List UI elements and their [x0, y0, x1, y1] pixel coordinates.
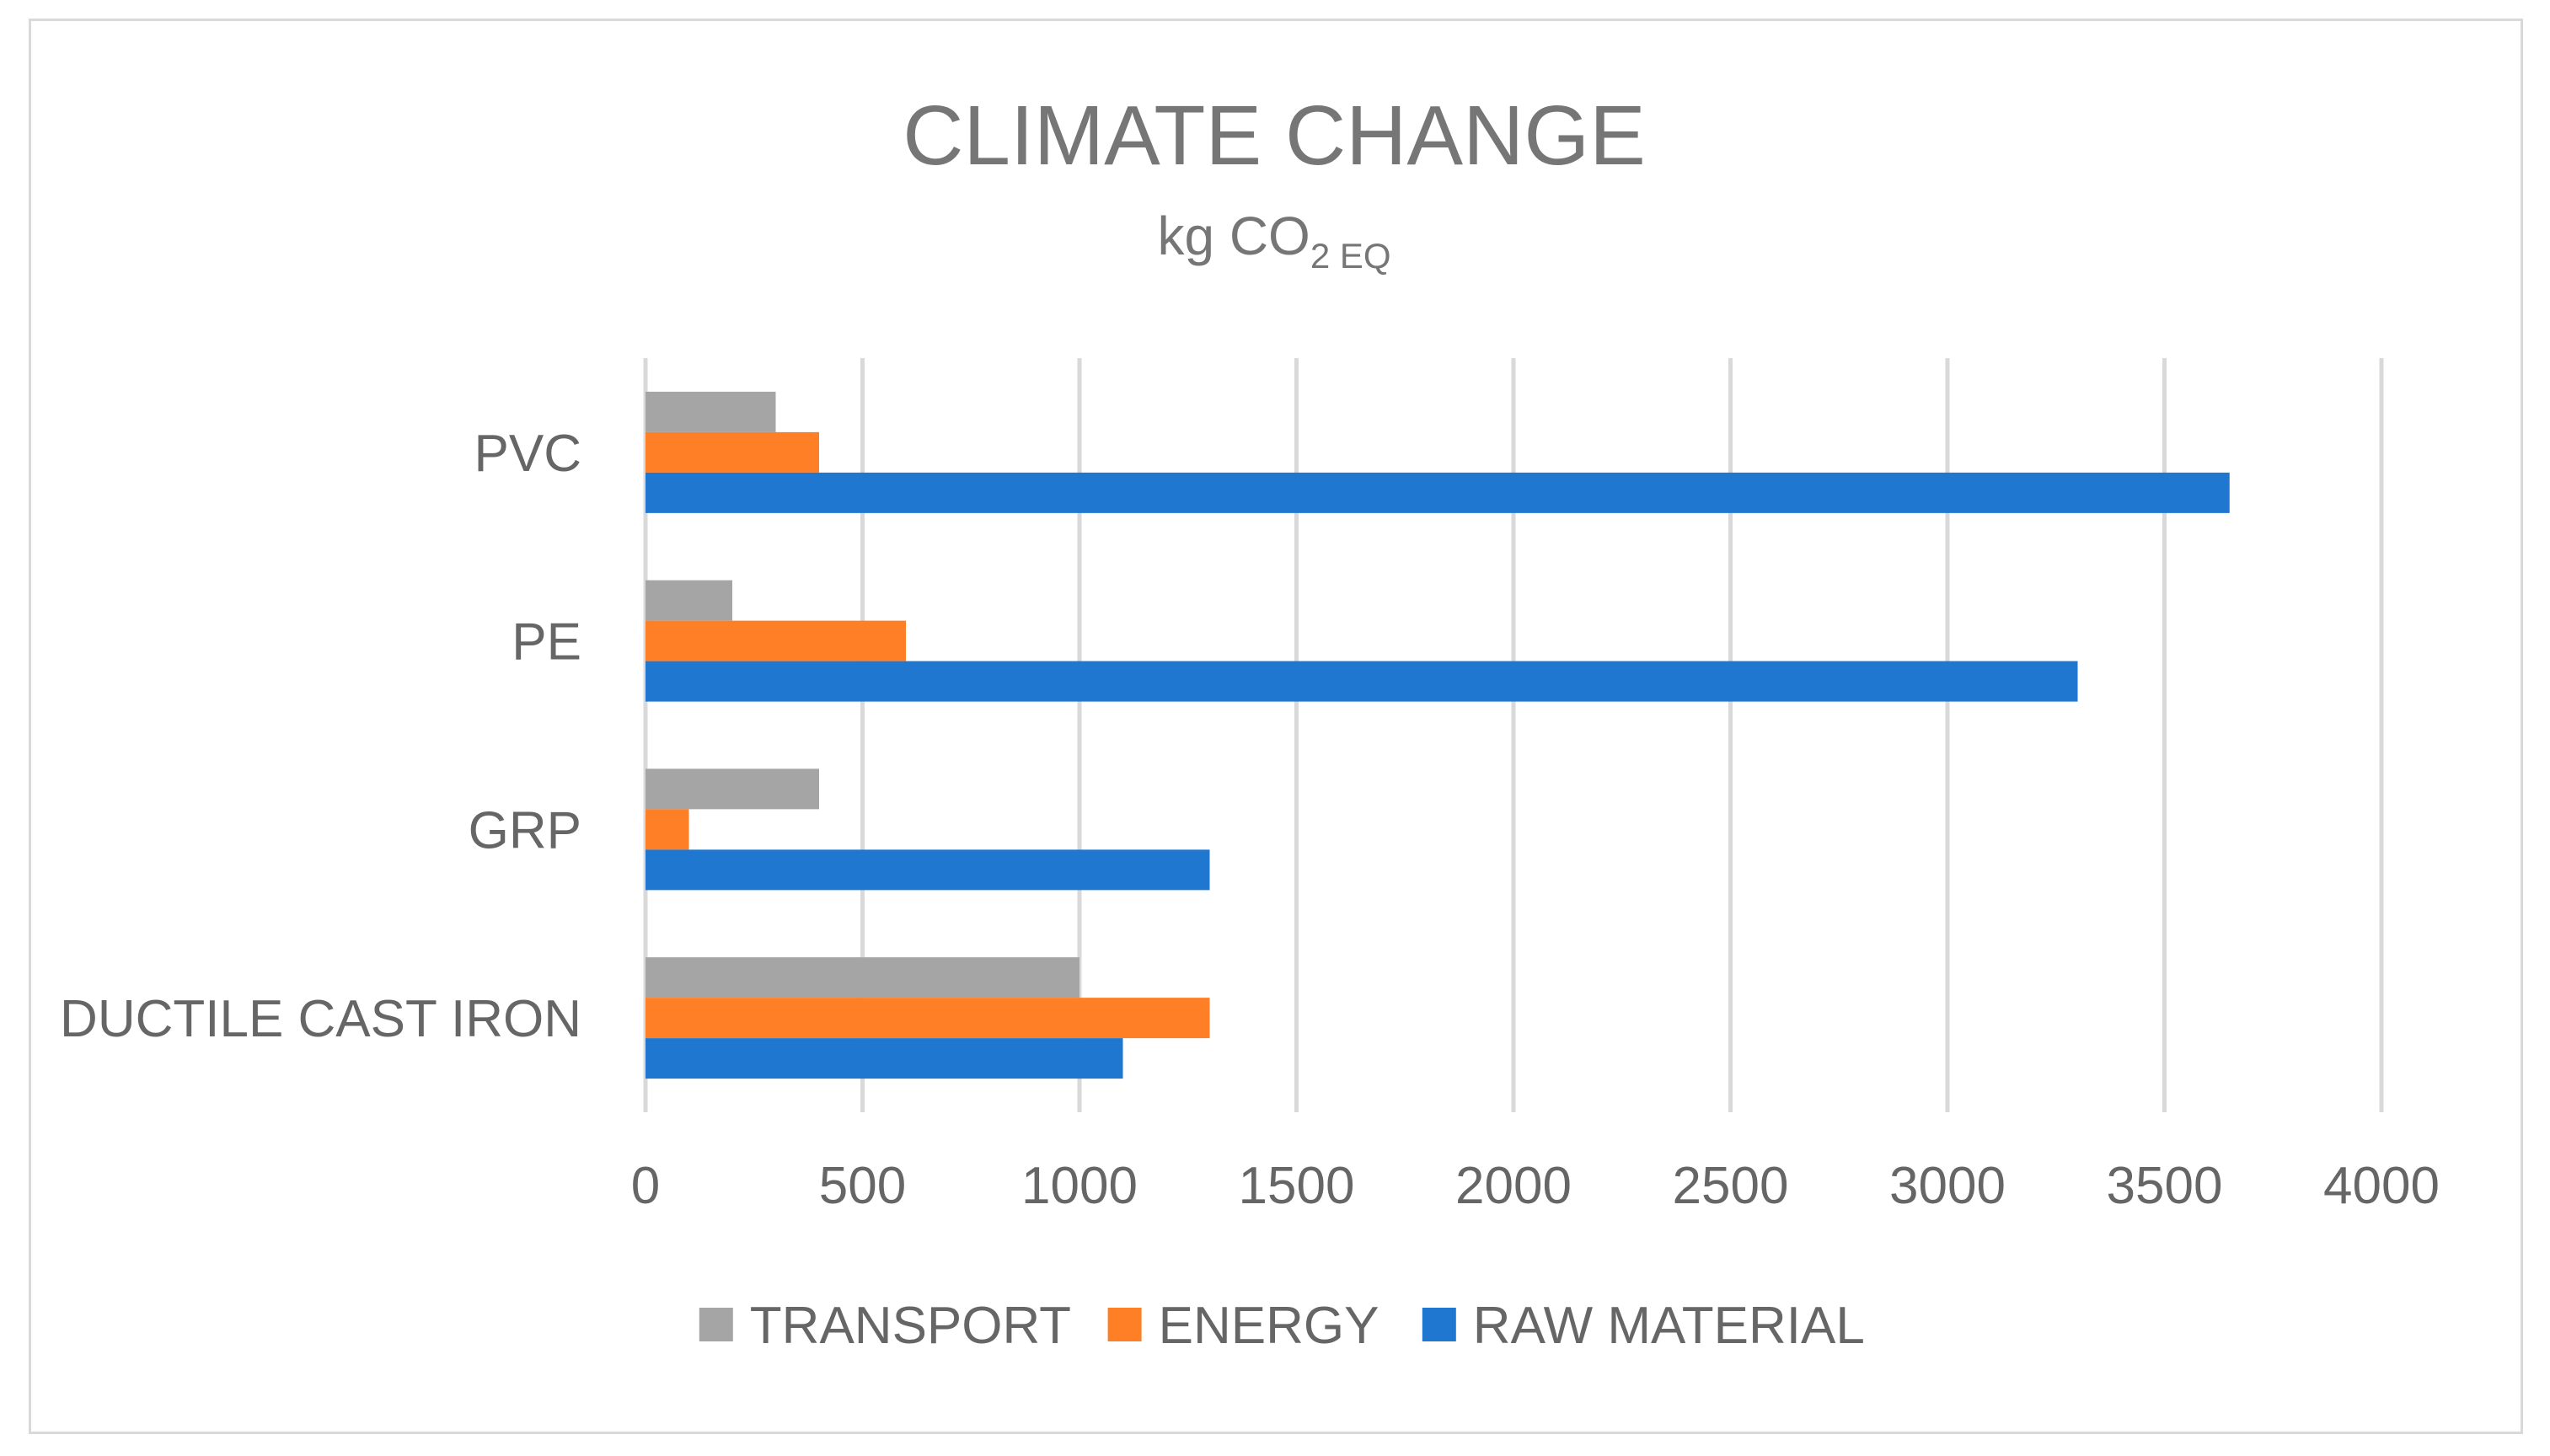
bar-transport-pe [646, 580, 732, 621]
legend-swatch-transport [699, 1308, 733, 1341]
legend-swatch-energy [1107, 1308, 1142, 1341]
chart-title: CLIMATE CHANGE [903, 88, 1646, 183]
x-tick-label: 3500 [2107, 1157, 2223, 1215]
chart-frame [29, 19, 2523, 1434]
bar-energy-pe [646, 620, 906, 661]
x-tick-label: 0 [631, 1157, 660, 1215]
bar-transport-pvc [646, 391, 776, 432]
bar-raw-material-pe [646, 661, 2078, 702]
legend-label-transport: TRANSPORT [750, 1297, 1071, 1355]
legend-label-energy: ENERGY [1159, 1297, 1379, 1355]
legend-swatch-raw-material [1422, 1308, 1456, 1341]
x-tick-label: 2000 [1455, 1157, 1572, 1215]
legend-item-transport: TRANSPORT [699, 1297, 1071, 1355]
category-label-pvc: PVC [474, 425, 581, 483]
bar-energy-grp [646, 809, 689, 850]
bar-raw-material-pvc [646, 472, 2230, 513]
category-label-pe: PE [512, 613, 581, 672]
bars [646, 391, 2230, 1079]
legend-label-raw-material: RAW MATERIAL [1473, 1297, 1865, 1355]
x-tick-label: 2500 [1673, 1157, 1789, 1215]
bar-transport-ductile-cast-iron [646, 957, 1079, 998]
bar-transport-grp [646, 768, 819, 810]
x-tick-label: 1000 [1021, 1157, 1138, 1215]
x-tick-labels: 0 500 1000 1500 2000 2500 3000 3500 4000 [631, 1157, 2440, 1215]
category-label-ductile-cast-iron: DUCTILE CAST IRON [60, 990, 581, 1048]
x-tick-label: 4000 [2323, 1157, 2440, 1215]
chart-subtitle-text: kg CO [1157, 206, 1310, 266]
chart-subtitle-subscript: 2 EQ [1310, 236, 1391, 276]
x-tick-label: 500 [819, 1157, 906, 1215]
chart-subtitle: kg CO2 EQ [1157, 206, 1390, 276]
legend-item-energy: ENERGY [1107, 1297, 1379, 1355]
legend: TRANSPORT ENERGY RAW MATERIAL [699, 1297, 1865, 1355]
x-tick-label: 3000 [1889, 1157, 2006, 1215]
bar-raw-material-ductile-cast-iron [646, 1038, 1123, 1079]
bar-raw-material-grp [646, 849, 1210, 891]
legend-item-raw-material: RAW MATERIAL [1422, 1297, 1865, 1355]
bar-energy-ductile-cast-iron [646, 998, 1210, 1039]
category-label-grp: GRP [469, 801, 581, 859]
bar-energy-pvc [646, 431, 819, 473]
x-tick-label: 1500 [1239, 1157, 1355, 1215]
category-labels: PVC PE GRP DUCTILE CAST IRON [60, 425, 581, 1048]
